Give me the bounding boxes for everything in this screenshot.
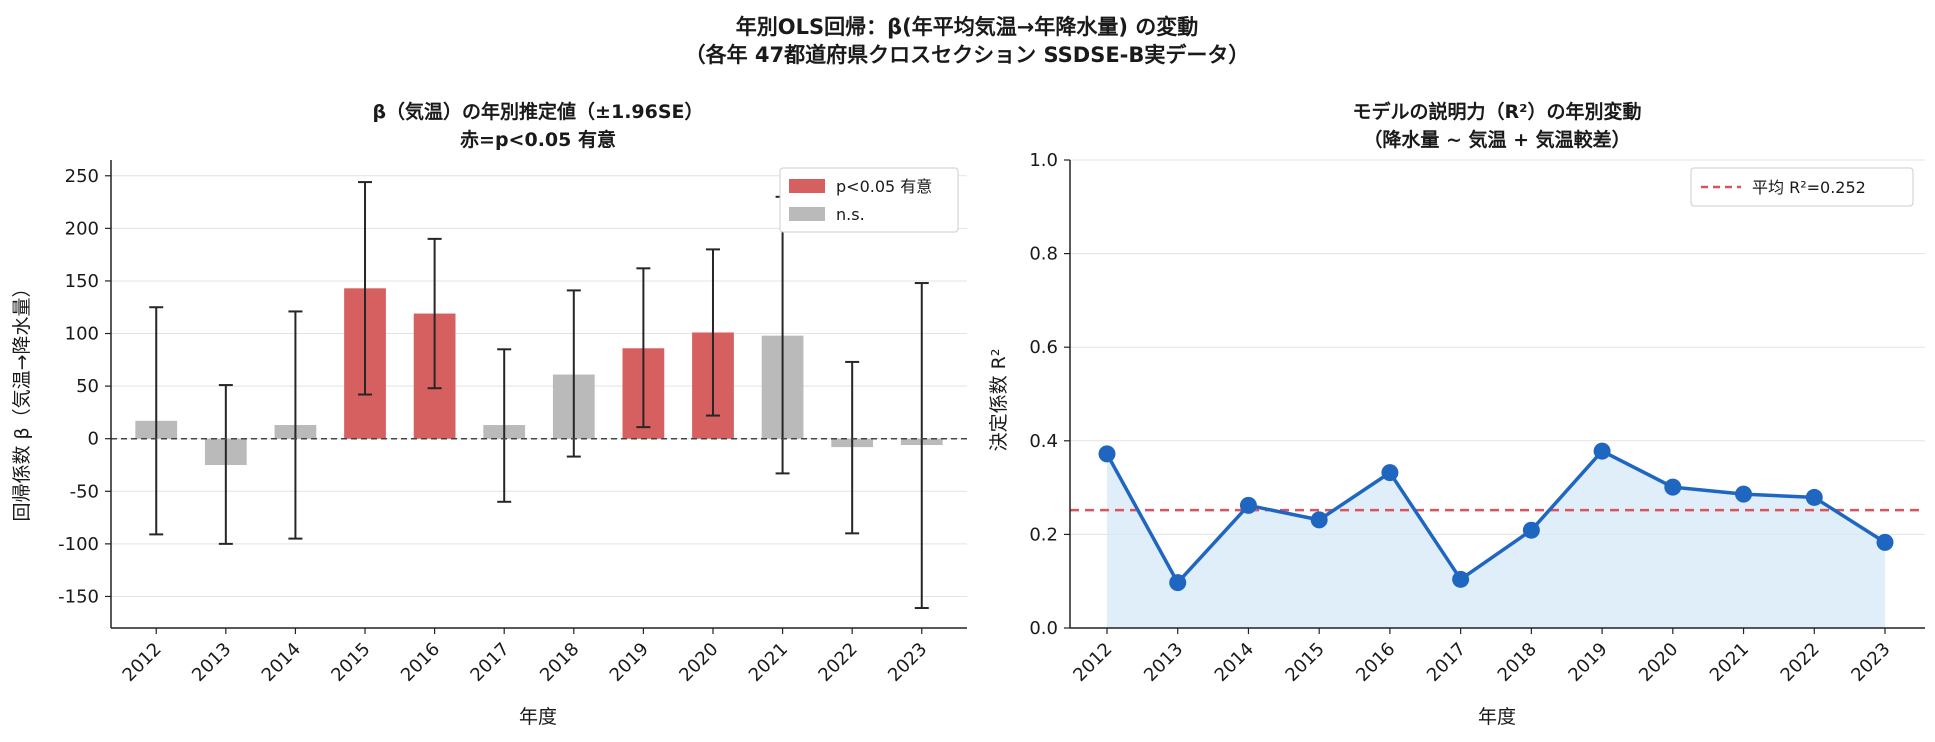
r2-point-2015 [1310,511,1328,529]
right-x-ticks: 2012 2013 2014 2015 2016 2017 2018 2019 2020 2021… [1069,628,1895,686]
right-xtick-label: 2018 [1494,639,1541,686]
r2-point-2019 [1593,442,1611,460]
legend-swatch-ns [789,207,825,221]
left-ytick-label: -50 [70,481,99,502]
right-xtick-label: 2012 [1069,639,1116,686]
r2-point-2020 [1664,478,1682,496]
left-ytick-label: 0 [88,429,99,450]
left-ytick-label: 250 [65,166,99,187]
left-y-ticks: -150 -100 -50 0 50 100 150 200 250 [58,166,111,607]
right-x-axis-label: 年度 [1478,706,1516,728]
left-chart-subtitle: 赤=p<0.05 有意 [460,128,616,151]
right-xtick-label: 2021 [1706,639,1753,686]
right-ytick-label: 0.4 [1029,431,1058,452]
left-ytick-label: 150 [65,271,99,292]
left-xtick-label: 2021 [745,639,792,686]
right-xtick-label: 2015 [1281,639,1328,686]
legend-label-ns: n.s. [836,205,865,224]
right-legend: 平均 R²=0.252 [1690,167,1914,207]
figure-title-line1: 年別OLS回帰：β(年平均気温→年降水量) の変動 [736,15,1199,39]
right-xtick-label: 2017 [1423,639,1470,686]
left-ytick-label: 100 [65,324,99,345]
left-xtick-label: 2016 [397,639,444,686]
left-xtick-label: 2017 [466,639,513,686]
left-chart-title: β（気温）の年別推定値（±1.96SE） [372,100,703,123]
right-xtick-label: 2014 [1211,639,1258,686]
left-xtick-label: 2022 [814,639,861,686]
r2-point-2016 [1381,464,1399,482]
left-ytick-label: -100 [58,534,99,555]
right-legend-frame [1690,167,1914,207]
legend-swatch-significant [789,179,825,193]
right-xtick-label: 2019 [1564,639,1611,686]
left-errorbars [149,181,929,610]
left-gridlines [111,175,967,597]
beta-bar-chart: β（気温）の年別推定値（±1.96SE） 赤=p<0.05 有意 -150 -10… [11,100,967,728]
left-xtick-label: 2015 [327,639,374,686]
right-chart-subtitle: （降水量 ~ 気温 + 気温較差） [1363,128,1630,151]
legend-label-significant: p<0.05 有意 [836,177,932,196]
left-ytick-label: 50 [76,376,99,397]
r2-point-2022 [1805,488,1823,506]
left-xtick-label: 2019 [606,639,653,686]
r2-point-2021 [1735,485,1753,503]
r2-line-chart: モデルの説明力（R²）の年別変動 （降水量 ~ 気温 + 気温較差） 0.00.… [988,100,1925,728]
right-y-axis-label: 決定係数 R² [988,349,1010,452]
left-xtick-label: 2014 [258,639,305,686]
left-xtick-label: 2012 [119,639,166,686]
right-xtick-label: 2016 [1352,639,1399,686]
legend-label-mean: 平均 R²=0.252 [1752,178,1866,197]
r2-line [1105,449,1886,585]
right-chart-title: モデルの説明力（R²）の年別変動 [1353,100,1642,123]
figure-title-line2: （各年 47都道府県クロスセクション SSDSE-B実データ） [685,43,1250,67]
r2-point-2018 [1522,521,1540,539]
r2-point-2017 [1452,570,1470,588]
left-xtick-label: 2018 [536,639,583,686]
right-axes [1069,160,1925,629]
left-legend: p<0.05 有意 n.s. [779,167,959,233]
r2-point-2023 [1876,533,1894,551]
left-xtick-label: 2013 [188,639,235,686]
r2-point-2014 [1239,496,1257,514]
right-ytick-label: 0.6 [1029,337,1058,358]
r2-area-fill [1107,451,1885,628]
left-x-ticks: 2012 2013 2014 2015 2016 2017 2018 2019 2020 2021… [119,628,931,686]
r2-point-2012 [1098,445,1116,463]
r2-point-2013 [1169,574,1187,592]
right-ytick-label: 1.0 [1029,150,1058,171]
right-xtick-label: 2022 [1777,639,1824,686]
right-ytick-label: 0.8 [1029,244,1058,265]
right-xtick-label: 2020 [1635,639,1682,686]
left-ytick-label: 200 [65,218,99,239]
right-xtick-label: 2013 [1140,639,1187,686]
left-axes [110,160,967,629]
left-xtick-label: 2020 [675,639,722,686]
right-xtick-label: 2023 [1847,639,1894,686]
right-ytick-label: 0.2 [1029,524,1058,545]
left-ytick-label: -150 [58,586,99,607]
right-y-ticks: 0.0 0.2 0.4 0.6 0.8 1.0 [1029,150,1070,639]
left-x-axis-label: 年度 [519,706,557,728]
right-ytick-label: 0.0 [1029,618,1058,639]
r2-points [1098,442,1894,592]
left-xtick-label: 2023 [884,639,931,686]
left-y-axis-label: 回帰係数 β（気温→降水量） [11,278,33,521]
